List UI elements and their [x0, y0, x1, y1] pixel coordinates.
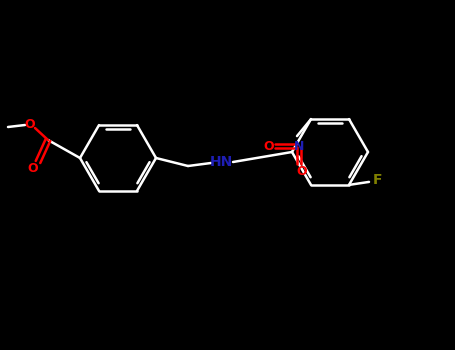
Text: N: N [294, 140, 304, 153]
Text: O: O [297, 164, 307, 177]
Text: O: O [28, 162, 38, 175]
Text: O: O [264, 140, 274, 153]
Text: HN: HN [209, 155, 233, 169]
Text: F: F [372, 173, 382, 187]
Text: O: O [25, 118, 35, 131]
